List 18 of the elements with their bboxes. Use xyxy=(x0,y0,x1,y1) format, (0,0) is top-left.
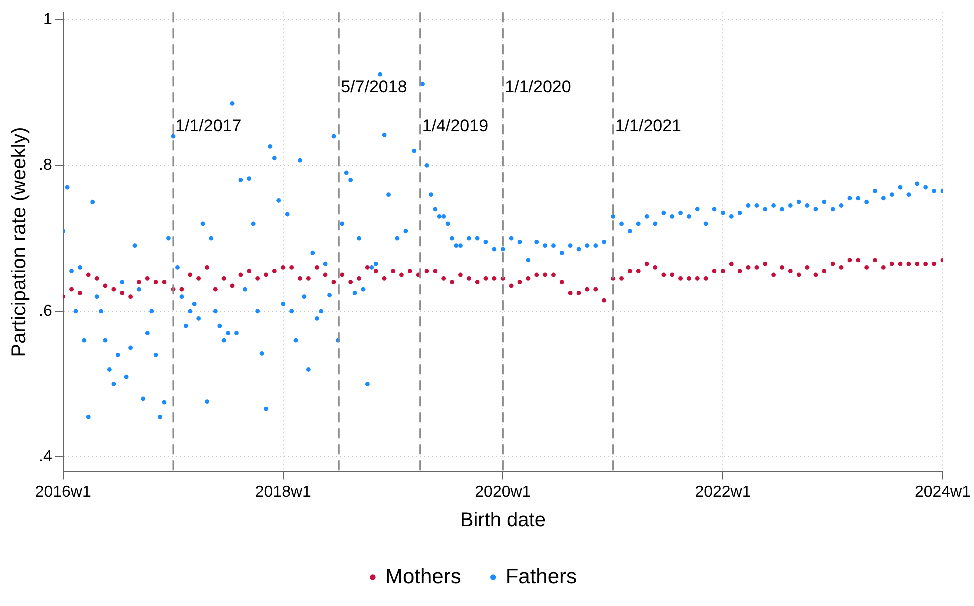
x-axis-title: Birth date xyxy=(460,510,546,532)
y-axis-title: Participation rate (weekly) xyxy=(8,127,31,358)
x-tick-label: 2016w1 xyxy=(35,484,92,501)
ref-line-label: 1/4/2019 xyxy=(422,116,489,136)
x-tick-label: 2020w1 xyxy=(475,484,532,501)
y-tick-label: 1 xyxy=(43,11,52,28)
legend-label: Fathers xyxy=(506,565,578,588)
legend-label: Mothers xyxy=(385,565,462,588)
y-tick-label: .4 xyxy=(39,448,52,466)
ref-line-label: 5/7/2018 xyxy=(341,78,408,97)
x-tick-label: 2024w1 xyxy=(914,484,972,501)
ref-line-label: 1/1/2021 xyxy=(615,116,682,136)
ref-line-label: 1/1/2017 xyxy=(176,116,242,136)
y-tick-label: .6 xyxy=(39,302,52,320)
x-tick-label: 2022w1 xyxy=(695,484,752,501)
x-tick-label: 2018w1 xyxy=(255,484,312,501)
y-tick-label: .8 xyxy=(39,157,52,174)
ref-line-label: 1/1/2020 xyxy=(505,78,572,97)
